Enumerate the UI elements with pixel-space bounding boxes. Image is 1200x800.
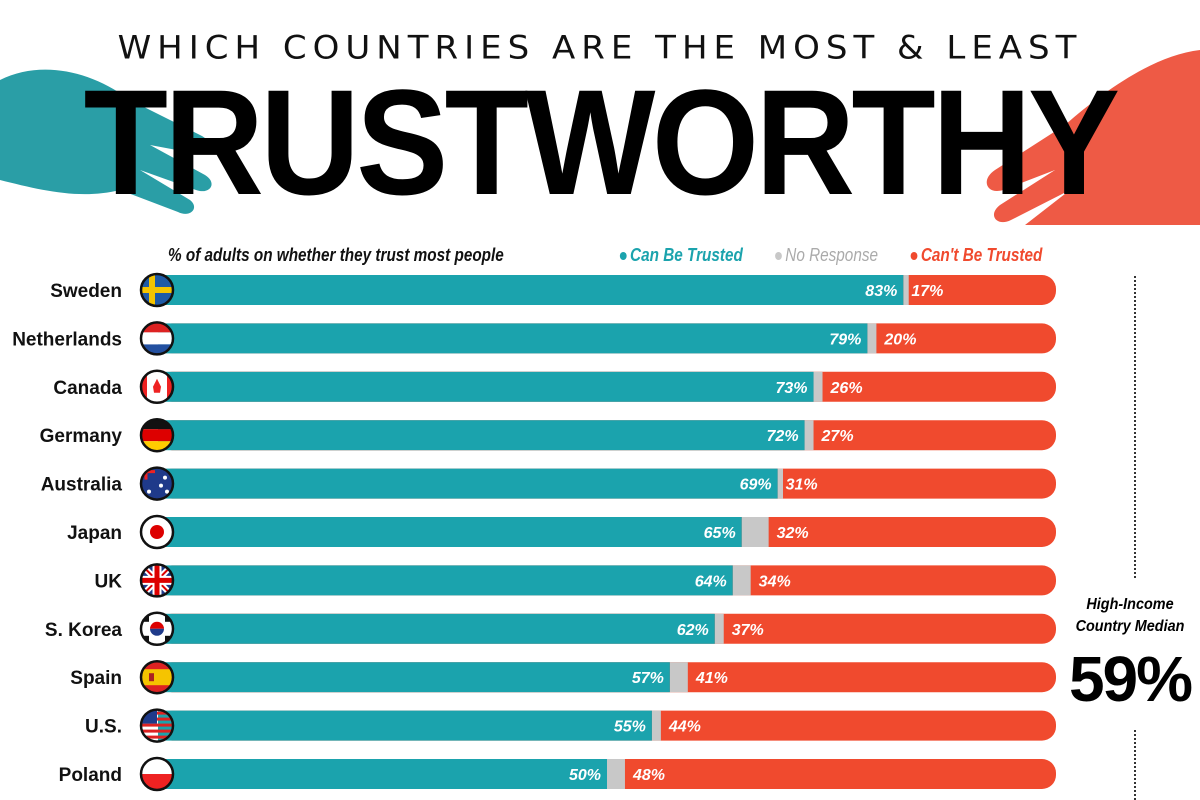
- bar-row-poland: 50% 48% Poland: [59, 756, 1056, 792]
- bar-segment-no-response: [903, 275, 909, 305]
- bar-segment-no-response: [651, 710, 661, 741]
- bar-row-canada: 73% 26% Canada: [53, 369, 1056, 405]
- chart-subtitle: WHICH COUNTRIES ARE THE MOST & LEAST: [117, 29, 1083, 67]
- bar-row-australia: 69% 31% Australia: [41, 466, 1056, 501]
- legend-item-no-response: No Response: [775, 245, 878, 266]
- country-label: Netherlands: [12, 329, 122, 350]
- median-divider-top: [1134, 276, 1136, 578]
- bar-segment-no-response: [741, 517, 769, 547]
- data-label-not-trusted: 48%: [632, 767, 665, 784]
- data-label-not-trusted: 20%: [883, 331, 916, 348]
- data-label-not-trusted: 26%: [830, 380, 863, 397]
- flag-icon: [139, 417, 175, 453]
- data-label-not-trusted: 32%: [777, 525, 809, 542]
- bar-segment-no-response: [714, 613, 724, 644]
- bar-row-japan: 65% 32% Japan: [67, 514, 1056, 550]
- bar-segment-can-be-trusted: [158, 565, 733, 596]
- bar-row-s-korea: 62% 37% S. Korea: [45, 611, 1056, 647]
- bar-segment-can-be-trusted: [158, 468, 778, 499]
- data-label-trusted: 57%: [632, 670, 664, 687]
- chart-description: % of adults on whether they trust most p…: [168, 245, 504, 265]
- country-label: U.S.: [85, 717, 122, 738]
- data-label-trusted: 62%: [677, 622, 709, 639]
- bar-segment-can-be-trusted: [158, 323, 868, 354]
- legend-dot-icon: [910, 251, 918, 260]
- legend-label: Can't Be Trusted: [920, 245, 1043, 265]
- data-label-trusted: 64%: [695, 573, 727, 590]
- bar-row-uk: 64% 34% UK: [95, 563, 1056, 598]
- flag-icon: [139, 708, 175, 743]
- data-label-not-trusted: 17%: [911, 283, 943, 300]
- bar-segment-can-be-trusted: [158, 275, 904, 305]
- bar-segment-no-response: [777, 468, 784, 499]
- country-label: Canada: [53, 378, 122, 399]
- data-label-trusted: 55%: [614, 719, 646, 736]
- flag-icon: [139, 369, 175, 405]
- bar-segment-no-response: [732, 565, 751, 596]
- bar-segment-can-be-trusted: [158, 420, 805, 451]
- teal-hand-illustration: [0, 69, 212, 214]
- flag-icon: [139, 514, 175, 550]
- data-label-not-trusted: 27%: [821, 428, 854, 445]
- bar-row-u-s-: 55% 44% U.S.: [85, 708, 1056, 743]
- bar-segment-no-response: [813, 371, 823, 402]
- country-label: Germany: [40, 426, 123, 447]
- data-label-trusted: 73%: [776, 380, 808, 397]
- bar-segment-can-be-trusted: [158, 371, 814, 402]
- data-label-trusted: 79%: [829, 331, 861, 348]
- flag-icon: [139, 466, 175, 501]
- legend: Can Be Trusted No Response Can't Be Trus…: [609, 245, 1054, 266]
- median-label: High-Income Country Median: [1075, 596, 1185, 635]
- country-label: Poland: [59, 765, 122, 786]
- data-label-trusted: 65%: [704, 525, 736, 542]
- red-hand-illustration: [986, 50, 1200, 225]
- flag-icon: [139, 659, 175, 695]
- bar-segment-no-response: [607, 759, 625, 789]
- legend-label: Can Be Trusted: [630, 245, 744, 265]
- legend-item-not-trusted: Can't Be Trusted: [910, 245, 1043, 266]
- bar-row-sweden: 83% 17% Sweden: [50, 272, 1056, 308]
- bar-segment-can-be-trusted: [158, 710, 652, 741]
- legend-dot-icon: [620, 251, 627, 260]
- country-label: UK: [95, 571, 123, 592]
- country-label: Sweden: [50, 281, 122, 302]
- median-divider-bottom: [1134, 730, 1136, 800]
- flag-icon: [139, 611, 175, 647]
- data-label-trusted: 69%: [740, 477, 772, 494]
- bar-segment-no-response: [804, 420, 814, 451]
- bar-segment-can-be-trusted: [158, 517, 742, 547]
- bar-segment-no-response: [669, 662, 688, 693]
- legend-dot-icon: [775, 251, 782, 260]
- bar-segment-no-response: [867, 323, 877, 354]
- bar-segment-can-be-trusted: [158, 662, 670, 693]
- data-label-not-trusted: 31%: [786, 477, 818, 494]
- data-label-not-trusted: 34%: [759, 573, 791, 590]
- country-label: Japan: [67, 523, 122, 544]
- chart-title: TRUSTWORTHY: [83, 58, 1120, 226]
- country-label: Australia: [41, 475, 123, 496]
- median-value: 59%: [1068, 643, 1193, 715]
- data-label-not-trusted: 41%: [695, 670, 728, 687]
- data-label-not-trusted: 44%: [668, 719, 701, 736]
- bar-segment-can-be-trusted: [158, 759, 607, 789]
- country-label: Spain: [70, 668, 122, 689]
- flag-icon: [139, 272, 175, 308]
- bar-row-spain: 57% 41% Spain: [70, 659, 1056, 695]
- data-label-trusted: 83%: [865, 283, 897, 300]
- country-label: S. Korea: [45, 620, 123, 641]
- flag-icon: [139, 756, 175, 792]
- bar-row-netherlands: 79% 20% Netherlands: [12, 321, 1056, 356]
- data-label-not-trusted: 37%: [732, 622, 764, 639]
- bar-row-germany: 72% 27% Germany: [40, 417, 1056, 453]
- flag-icon: [139, 321, 175, 356]
- data-label-trusted: 50%: [569, 767, 601, 784]
- legend-item-trusted: Can Be Trusted: [620, 245, 743, 266]
- legend-label: No Response: [785, 245, 878, 265]
- data-label-trusted: 72%: [767, 428, 799, 445]
- bar-segment-can-be-trusted: [158, 613, 715, 644]
